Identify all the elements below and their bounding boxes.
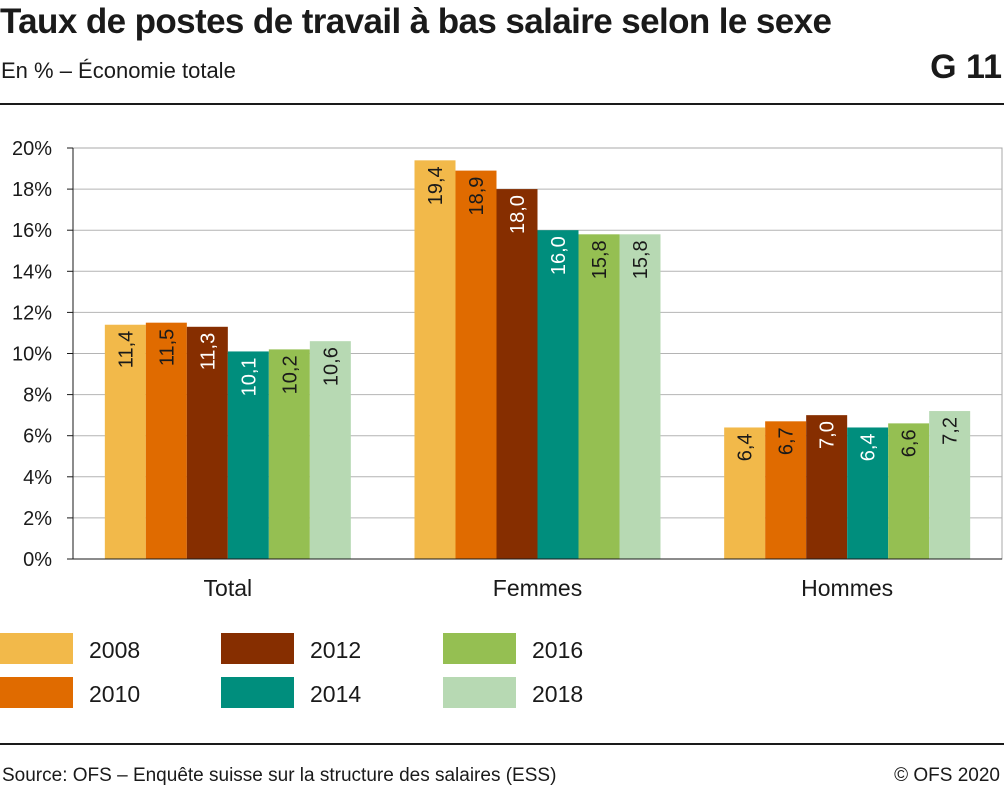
data-label: 7,0: [817, 421, 839, 449]
bar: [619, 234, 661, 559]
y-tick-label: 10%: [12, 344, 52, 366]
bar: [578, 234, 620, 559]
data-label: 11,3: [197, 333, 219, 370]
data-label: 18,0: [507, 195, 529, 234]
bar: [145, 322, 187, 559]
bars: 11,4 11,5 11,3 10,1 10,2 10,6 19,4 18,9 18,0 16,0…: [104, 160, 971, 560]
legend-swatch: [221, 677, 294, 708]
bar: [765, 421, 807, 559]
legend-label: 2018: [532, 681, 583, 707]
x-tick-label: Hommes: [801, 575, 893, 601]
data-label: 6,4: [735, 433, 757, 461]
axes: 0% 2% 4% 6% 8% 10% 12% 14% 16% 18% 20% Total Femmes H…: [12, 138, 1002, 601]
y-tick-label: 12%: [12, 302, 52, 324]
chart-code: G 11: [930, 48, 1002, 86]
x-tick-label: Total: [204, 575, 253, 601]
bar: [496, 189, 538, 559]
chart-title: Taux de postes de travail à bas salaire …: [0, 2, 832, 41]
bar: [104, 324, 146, 559]
data-label: 11,4: [115, 331, 137, 368]
legend-label: 2016: [532, 637, 583, 663]
legend: 2008 2010 2012 2014 2016 2018: [0, 633, 583, 708]
bar-chart: 11,4 11,5 11,3 10,1 10,2 10,6 19,4 18,9 18,0 16,0…: [0, 138, 1003, 708]
footer-source: Source: OFS – Enquête suisse sur la stru…: [2, 765, 557, 786]
bar: [414, 160, 456, 559]
bar: [929, 411, 971, 559]
top-rule: [0, 103, 1004, 105]
data-label: 18,9: [466, 177, 488, 216]
bar: [537, 230, 579, 559]
y-tick-label: 0%: [23, 549, 52, 571]
legend-label: 2008: [89, 637, 140, 663]
bar: [186, 326, 228, 559]
data-label: 6,6: [899, 429, 921, 457]
data-label: 11,5: [156, 329, 178, 366]
y-tick-label: 16%: [12, 220, 52, 242]
y-tick-label: 8%: [23, 385, 52, 407]
bar: [847, 427, 889, 559]
bar: [888, 423, 930, 559]
footer-copyright: © OFS 2020: [894, 765, 1000, 786]
y-tick-label: 14%: [12, 261, 52, 283]
bar: [309, 341, 351, 559]
data-label: 19,4: [425, 166, 447, 205]
y-tick-label: 4%: [23, 467, 52, 489]
legend-swatch: [0, 633, 73, 664]
legend-swatch: [221, 633, 294, 664]
legend-swatch: [443, 677, 516, 708]
legend-label: 2010: [89, 681, 140, 707]
legend-label: 2014: [310, 681, 361, 707]
data-label: 6,4: [858, 433, 880, 461]
legend-swatch: [443, 633, 516, 664]
x-tick-label: Femmes: [493, 575, 582, 601]
data-label: 16,0: [548, 236, 570, 275]
bottom-rule: [0, 743, 1004, 745]
y-tick-label: 20%: [12, 138, 52, 160]
data-label: 10,6: [320, 347, 342, 386]
legend-swatch: [0, 677, 73, 708]
data-label: 7,2: [940, 417, 962, 445]
data-label: 15,8: [589, 240, 611, 279]
y-tick-label: 18%: [12, 179, 52, 201]
data-label: 10,1: [238, 357, 260, 396]
data-label: 15,8: [630, 240, 652, 279]
bar: [806, 415, 848, 559]
legend-label: 2012: [310, 637, 361, 663]
data-label: 10,2: [279, 355, 301, 394]
bar: [268, 349, 310, 559]
y-tick-label: 2%: [23, 508, 52, 530]
bar: [724, 427, 766, 559]
bar: [455, 170, 497, 560]
bar: [227, 351, 269, 559]
chart-subtitle: En % – Économie totale: [1, 58, 236, 83]
y-tick-label: 6%: [23, 426, 52, 448]
data-label: 6,7: [776, 427, 798, 455]
